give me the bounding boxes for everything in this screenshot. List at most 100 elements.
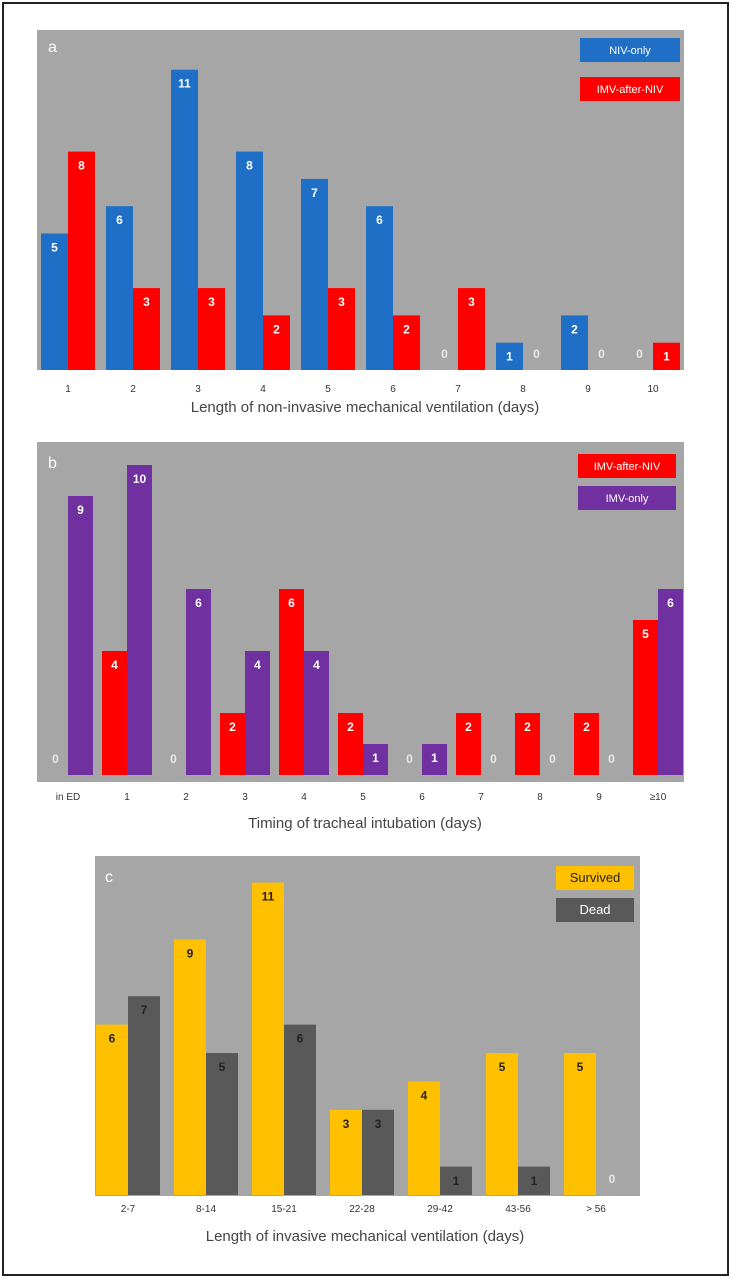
data-label: 7: [141, 1003, 148, 1017]
legend-swatch: [580, 38, 680, 62]
x-tick-label: 8: [537, 792, 543, 803]
legend-swatch: [556, 866, 634, 890]
bar-imv-after-niv-3: [220, 713, 245, 775]
x-tick-label: 1: [65, 384, 71, 395]
bar-imv-after-niv-8: [515, 713, 540, 775]
x-tick-label: 1: [124, 792, 130, 803]
data-label: 3: [208, 295, 215, 309]
bar-niv-only-8: [561, 315, 588, 370]
data-label: 3: [343, 1117, 350, 1131]
data-label: 1: [431, 751, 438, 765]
bar-imv-after-niv-5: [393, 315, 420, 370]
data-label: 11: [178, 77, 191, 91]
x-tick-label: 7: [478, 792, 484, 803]
bar-imv-after-niv-6: [458, 288, 485, 370]
legend-swatch: [578, 486, 676, 510]
bar-imv-only-10: [658, 589, 683, 775]
x-axis-title: Timing of tracheal intubation (days): [248, 815, 482, 832]
x-tick-label: 3: [195, 384, 201, 395]
data-label: 0: [490, 752, 497, 766]
bar-imv-only-0: [68, 496, 93, 775]
data-label: 2: [229, 720, 236, 734]
x-tick-label: in ED: [56, 792, 80, 803]
data-label: 0: [598, 347, 605, 361]
legend-swatch: [578, 454, 676, 478]
data-label: 9: [187, 946, 194, 960]
data-label: 6: [376, 213, 383, 227]
bar-imv-after-niv-5: [338, 713, 363, 775]
bar-niv-only-5: [366, 206, 393, 370]
panel-label: c: [105, 869, 113, 886]
bar-dead-0: [128, 996, 160, 1195]
data-label: 1: [531, 1174, 538, 1188]
data-label: 10: [133, 472, 147, 486]
bar-imv-only-5: [363, 744, 388, 775]
bar-imv-after-niv-1: [102, 651, 127, 775]
data-label: 0: [608, 752, 615, 766]
x-tick-label: 6: [390, 384, 396, 395]
x-tick-label: > 56: [586, 1204, 606, 1215]
bar-imv-only-6: [422, 744, 447, 775]
legend-entry: IMV-only: [606, 493, 649, 505]
x-tick-label: 7: [455, 384, 461, 395]
legend-swatch: [580, 77, 680, 101]
chart-panel-c: c 6 7 2-7 9 5 8-14 11 6 15-21 3 3 22-28 4 1 29-42 5 1 43-5…: [95, 856, 640, 1245]
data-label: 3: [143, 295, 150, 309]
data-label: 6: [109, 1032, 116, 1046]
x-tick-label: 5: [325, 384, 331, 395]
bar-survived-4: [408, 1081, 440, 1195]
bar-imv-after-niv-4: [328, 288, 355, 370]
bar-niv-only-4: [301, 178, 328, 370]
data-label: 2: [465, 720, 472, 734]
bar-dead-5: [518, 1166, 550, 1195]
bar-survived-2: [252, 882, 284, 1195]
x-tick-label: 8: [520, 384, 526, 395]
x-tick-label: 9: [596, 792, 602, 803]
bar-niv-only-2: [171, 69, 198, 370]
data-label: 2: [347, 720, 354, 734]
x-tick-label: 43-56: [505, 1204, 531, 1215]
bar-survived-0: [96, 1024, 128, 1195]
panel-label: b: [48, 455, 57, 472]
data-label: 6: [667, 596, 674, 610]
bar-survived-6: [564, 1053, 596, 1195]
x-tick-label: 3: [242, 792, 248, 803]
data-label: 4: [111, 658, 118, 672]
panel-label: a: [48, 39, 57, 56]
data-label: 5: [51, 241, 58, 255]
data-label: 7: [311, 186, 318, 200]
data-label: 0: [170, 752, 177, 766]
data-label: 6: [116, 213, 123, 227]
data-label: 4: [254, 658, 261, 672]
bar-imv-only-2: [186, 589, 211, 775]
data-label: 0: [441, 347, 448, 361]
data-label: 2: [273, 322, 280, 336]
x-tick-label: 8-14: [196, 1204, 216, 1215]
bar-survived-5: [486, 1053, 518, 1195]
x-tick-label: 2: [183, 792, 189, 803]
data-label: 1: [453, 1174, 460, 1188]
bar-imv-only-1: [127, 465, 152, 775]
data-label: 0: [549, 752, 556, 766]
bar-imv-after-niv-3: [263, 315, 290, 370]
x-tick-label: 15-21: [271, 1204, 297, 1215]
bar-imv-after-niv-2: [198, 288, 225, 370]
x-tick-label: 2-7: [121, 1204, 136, 1215]
data-label: 4: [313, 658, 320, 672]
data-label: 6: [297, 1032, 304, 1046]
bar-niv-only-0: [41, 233, 68, 370]
data-label: 0: [52, 752, 59, 766]
data-label: 0: [609, 1172, 616, 1186]
data-label: 3: [468, 295, 475, 309]
data-label: 5: [499, 1060, 506, 1074]
x-tick-label: 10: [647, 384, 659, 395]
bar-imv-after-niv-4: [279, 589, 304, 775]
data-label: 0: [406, 752, 413, 766]
x-tick-label: 6: [419, 792, 425, 803]
bar-dead-3: [362, 1109, 394, 1195]
bar-niv-only-1: [106, 206, 133, 370]
bar-dead-4: [440, 1166, 472, 1195]
bar-imv-after-niv-9: [653, 342, 680, 370]
